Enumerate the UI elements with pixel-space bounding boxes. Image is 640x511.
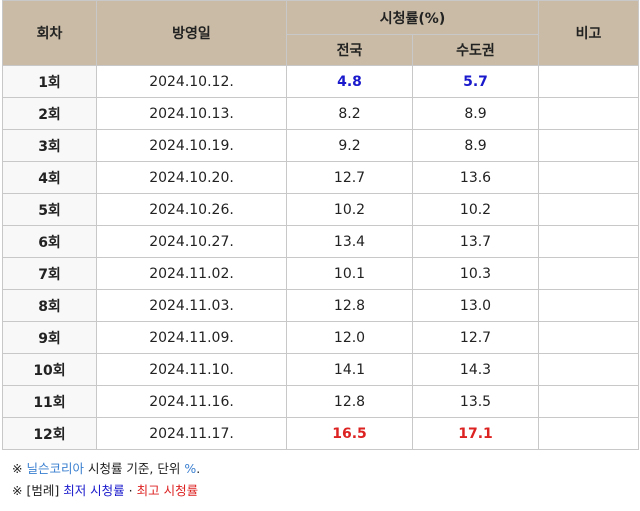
legend-separator: ·	[124, 483, 137, 498]
capital-rating-cell: 17.1	[412, 417, 539, 450]
table-row: 7회 2024.11.02. 10.1 10.3	[2, 257, 639, 290]
national-rating-cell: 10.2	[286, 193, 413, 226]
remarks-cell	[538, 97, 639, 130]
header-remarks: 비고	[538, 0, 639, 66]
remarks-cell	[538, 257, 639, 290]
remarks-cell	[538, 353, 639, 386]
national-rating-cell: 12.8	[286, 289, 413, 322]
episode-cell: 1회	[2, 65, 97, 98]
header-airdate: 방영일	[96, 0, 287, 66]
legend-label: [범례]	[22, 483, 64, 498]
header-episode: 회차	[2, 0, 97, 66]
remarks-cell	[538, 289, 639, 322]
legend-high: 최고 시청률	[136, 483, 199, 498]
national-rating-cell: 10.1	[286, 257, 413, 290]
unit-link[interactable]: %	[184, 461, 197, 476]
episode-cell: 11회	[2, 385, 97, 418]
table-row: 3회 2024.10.19. 9.2 8.9	[2, 129, 639, 162]
note-legend: ※ [범례] 최저 시청률 · 최고 시청률	[12, 480, 200, 502]
ratings-table: 회차 방영일 시청률(%) 비고 전국 수도권 1회 2024.10.12. 4.8…	[2, 0, 639, 450]
table-row: 6회 2024.10.27. 13.4 13.7	[2, 225, 639, 258]
capital-rating-cell: 8.9	[412, 129, 539, 162]
national-rating-cell: 13.4	[286, 225, 413, 258]
national-rating-cell: 9.2	[286, 129, 413, 162]
capital-rating-cell: 13.6	[412, 161, 539, 194]
airdate-cell: 2024.10.12.	[96, 65, 287, 98]
remarks-cell	[538, 385, 639, 418]
capital-rating-cell: 13.7	[412, 225, 539, 258]
note-source: ※ 닐슨코리아 시청률 기준, 단위 %.	[12, 458, 200, 480]
capital-rating-cell: 10.2	[412, 193, 539, 226]
remarks-cell	[538, 129, 639, 162]
remarks-cell	[538, 225, 639, 258]
airdate-cell: 2024.11.02.	[96, 257, 287, 290]
table-row: 11회 2024.11.16. 12.8 13.5	[2, 385, 639, 418]
airdate-cell: 2024.10.13.	[96, 97, 287, 130]
header-capital: 수도권	[412, 34, 539, 66]
capital-rating-cell: 10.3	[412, 257, 539, 290]
note-end: .	[196, 461, 201, 476]
episode-cell: 6회	[2, 225, 97, 258]
airdate-cell: 2024.10.19.	[96, 129, 287, 162]
airdate-cell: 2024.11.03.	[96, 289, 287, 322]
note-mark: ※	[12, 483, 23, 498]
episode-cell: 3회	[2, 129, 97, 162]
legend-low: 최저 시청률	[63, 483, 125, 498]
airdate-cell: 2024.10.27.	[96, 225, 287, 258]
nielsen-link[interactable]: 닐슨코리아	[26, 461, 84, 476]
airdate-cell: 2024.11.17.	[96, 417, 287, 450]
capital-rating-cell: 14.3	[412, 353, 539, 386]
capital-rating-cell: 13.5	[412, 385, 539, 418]
national-rating-cell: 4.8	[286, 65, 413, 98]
header-ratings: 시청률(%)	[286, 0, 539, 35]
airdate-cell: 2024.10.26.	[96, 193, 287, 226]
table-row: 9회 2024.11.09. 12.0 12.7	[2, 321, 639, 354]
airdate-cell: 2024.10.20.	[96, 161, 287, 194]
table-row: 12회 2024.11.17. 16.5 17.1	[2, 417, 639, 450]
airdate-cell: 2024.11.09.	[96, 321, 287, 354]
table-row: 2회 2024.10.13. 8.2 8.9	[2, 97, 639, 130]
national-rating-cell: 12.8	[286, 385, 413, 418]
capital-rating-cell: 8.9	[412, 97, 539, 130]
capital-rating-cell: 5.7	[412, 65, 539, 98]
table-row: 8회 2024.11.03. 12.8 13.0	[2, 289, 639, 322]
episode-cell: 10회	[2, 353, 97, 386]
table-row: 10회 2024.11.10. 14.1 14.3	[2, 353, 639, 386]
note-text: 시청률 기준, 단위	[83, 461, 185, 476]
airdate-cell: 2024.11.10.	[96, 353, 287, 386]
national-rating-cell: 14.1	[286, 353, 413, 386]
episode-cell: 4회	[2, 161, 97, 194]
remarks-cell	[538, 161, 639, 194]
capital-rating-cell: 12.7	[412, 321, 539, 354]
national-rating-cell: 12.0	[286, 321, 413, 354]
remarks-cell	[538, 417, 639, 450]
national-rating-cell: 8.2	[286, 97, 413, 130]
table-row: 5회 2024.10.26. 10.2 10.2	[2, 193, 639, 226]
note-mark: ※	[12, 461, 23, 476]
table-row: 1회 2024.10.12. 4.8 5.7	[2, 65, 639, 98]
national-rating-cell: 12.7	[286, 161, 413, 194]
notes: ※ 닐슨코리아 시청률 기준, 단위 %. ※ [범례] 최저 시청률 · 최고…	[12, 458, 200, 502]
episode-cell: 5회	[2, 193, 97, 226]
remarks-cell	[538, 193, 639, 226]
episode-cell: 8회	[2, 289, 97, 322]
airdate-cell: 2024.11.16.	[96, 385, 287, 418]
episode-cell: 9회	[2, 321, 97, 354]
remarks-cell	[538, 65, 639, 98]
table-row: 4회 2024.10.20. 12.7 13.6	[2, 161, 639, 194]
remarks-cell	[538, 321, 639, 354]
national-rating-cell: 16.5	[286, 417, 413, 450]
episode-cell: 7회	[2, 257, 97, 290]
episode-cell: 2회	[2, 97, 97, 130]
episode-cell: 12회	[2, 417, 97, 450]
header-national: 전국	[286, 34, 413, 66]
capital-rating-cell: 13.0	[412, 289, 539, 322]
